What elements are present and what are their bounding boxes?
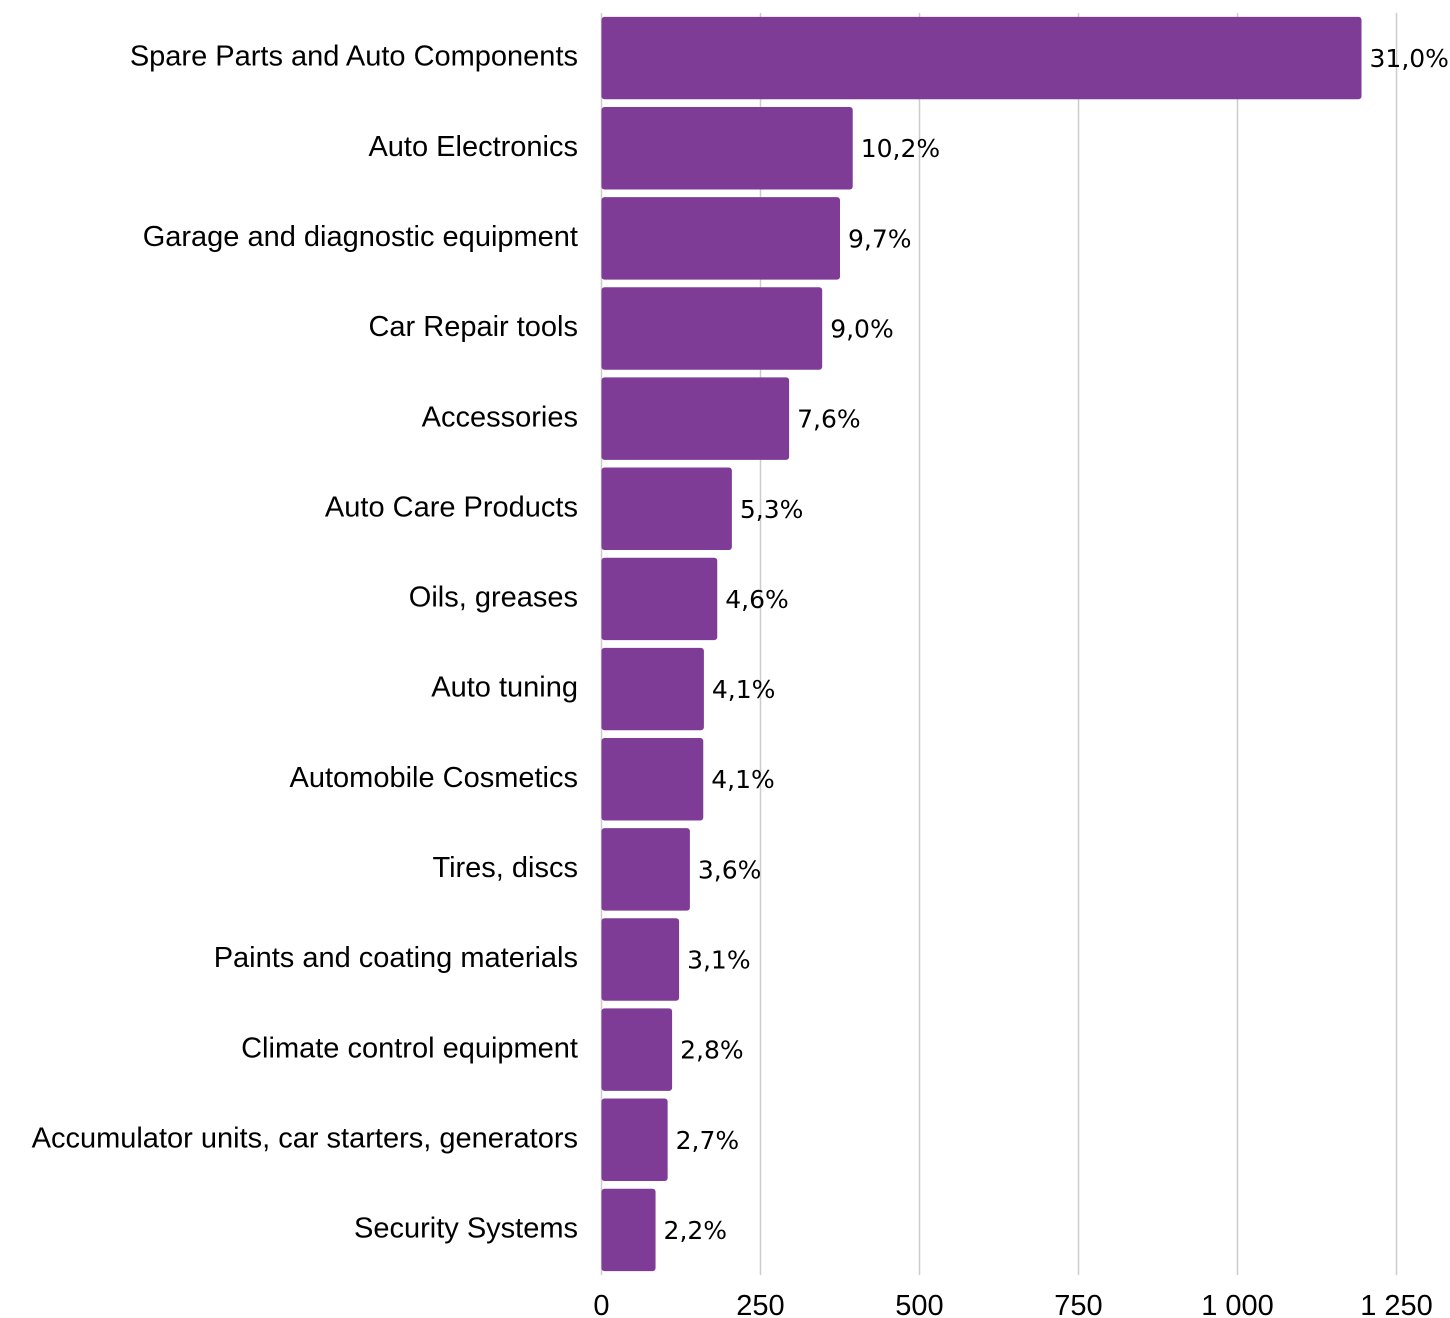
category-label: Garage and diagnostic equipment <box>143 221 578 253</box>
category-label: Auto tuning <box>431 672 578 704</box>
category-label: Automobile Cosmetics <box>290 762 579 794</box>
category-labels: Spare Parts and Auto Components Auto Elec… <box>32 41 578 1245</box>
bar <box>601 647 704 731</box>
data-label: 9,7% <box>848 224 912 253</box>
bar <box>601 1008 673 1091</box>
bar <box>601 918 680 1001</box>
x-tick-label: 750 <box>1054 1290 1102 1318</box>
category-label: Spare Parts and Auto Components <box>130 41 578 73</box>
category-label: Tires, discs <box>432 852 578 884</box>
bar <box>601 828 690 911</box>
data-label: 10,2% <box>861 134 940 163</box>
category-label: Car Repair tools <box>368 311 578 343</box>
x-tick-label: 1 000 <box>1201 1290 1274 1318</box>
x-tick-label: 1 250 <box>1360 1290 1433 1318</box>
bars <box>601 16 1362 1272</box>
data-label: 5,3% <box>740 495 804 524</box>
bar <box>601 377 790 460</box>
bar <box>601 287 823 370</box>
data-label: 4,1% <box>711 765 775 794</box>
bar <box>601 1188 656 1272</box>
bar <box>601 197 840 280</box>
data-label: 9,0% <box>830 315 894 344</box>
category-label: Climate control equipment <box>241 1032 578 1064</box>
category-label: Oils, greases <box>409 582 578 614</box>
category-label: Security Systems <box>354 1213 578 1245</box>
category-label: Accessories <box>422 401 578 433</box>
data-label: 31,0% <box>1370 44 1449 73</box>
data-label: 2,7% <box>676 1126 740 1155</box>
x-axis-tick-labels: 0 250 500 750 1 000 1 250 <box>593 1290 1432 1318</box>
x-tick-label: 250 <box>736 1290 784 1318</box>
bar <box>601 16 1362 100</box>
category-label: Accumulator units, car starters, generat… <box>32 1122 578 1154</box>
bar <box>601 1098 668 1182</box>
data-label: 2,8% <box>680 1036 744 1065</box>
category-label: Paints and coating materials <box>214 942 578 974</box>
bar <box>601 737 704 821</box>
x-tick-label: 0 <box>593 1290 609 1318</box>
bar <box>601 106 853 190</box>
data-label: 3,6% <box>698 855 762 884</box>
x-tick-label: 500 <box>895 1290 943 1318</box>
bar <box>601 557 718 641</box>
data-label: 7,6% <box>797 405 861 434</box>
data-label: 2,2% <box>664 1216 728 1245</box>
data-labels: 31,0% 10,2% 9,7% 9,0% 7,6% 5,3% 4,6% 4,1% 4,1% 3,… <box>664 44 1449 1245</box>
category-label: Auto Care Products <box>325 491 578 523</box>
data-label: 4,1% <box>712 675 776 704</box>
category-label: Auto Electronics <box>368 131 578 163</box>
bar <box>601 467 732 551</box>
data-label: 4,6% <box>725 585 789 614</box>
data-label: 3,1% <box>687 946 751 975</box>
